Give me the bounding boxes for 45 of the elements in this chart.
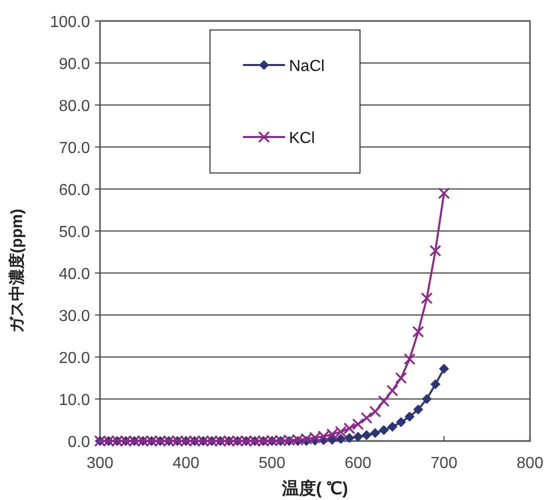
y-tick-label: 10.0 xyxy=(58,392,90,409)
point xyxy=(378,425,389,436)
y-tick-label: 30.0 xyxy=(58,308,90,325)
x-tick-label: 300 xyxy=(86,455,114,472)
y-tick-label: 100.0 xyxy=(50,14,90,31)
x-tick-label: 600 xyxy=(344,455,372,472)
point xyxy=(430,379,440,390)
point xyxy=(404,353,416,365)
point xyxy=(387,422,398,432)
point xyxy=(362,430,372,440)
point xyxy=(395,372,407,384)
point xyxy=(378,395,390,407)
y-tick-label: 90.0 xyxy=(58,56,90,73)
point xyxy=(360,412,372,424)
y-tick-label: 20.0 xyxy=(58,350,90,367)
point xyxy=(438,187,450,200)
legend-label: NaCl xyxy=(289,58,325,75)
y-axis-title: ガス中濃度(ppm) xyxy=(7,208,26,334)
point xyxy=(413,404,424,414)
x-tick-label: 800 xyxy=(516,455,544,472)
point xyxy=(404,412,415,422)
point xyxy=(336,434,346,444)
x-tick-label: 500 xyxy=(258,455,286,472)
point xyxy=(352,418,364,430)
y-tick-label: 50.0 xyxy=(58,224,90,241)
x-tick-label: 700 xyxy=(430,455,458,472)
point xyxy=(353,432,363,442)
point xyxy=(430,244,442,257)
x-axis-title: 温度( ℃) xyxy=(280,479,348,498)
point xyxy=(412,326,424,338)
point xyxy=(369,406,382,418)
point xyxy=(439,364,449,374)
y-tick-label: 0.0 xyxy=(68,434,90,451)
point xyxy=(422,394,432,404)
point xyxy=(370,428,380,438)
y-tick-label: 80.0 xyxy=(58,98,90,115)
point xyxy=(420,292,433,304)
y-tick-label: 40.0 xyxy=(58,266,90,283)
y-tick-label: 60.0 xyxy=(58,182,90,199)
x-tick-label: 400 xyxy=(172,455,200,472)
point xyxy=(344,433,354,444)
point xyxy=(386,384,398,396)
point xyxy=(396,417,406,428)
y-tick-label: 70.0 xyxy=(58,140,90,157)
legend-label: KCl xyxy=(289,130,315,147)
